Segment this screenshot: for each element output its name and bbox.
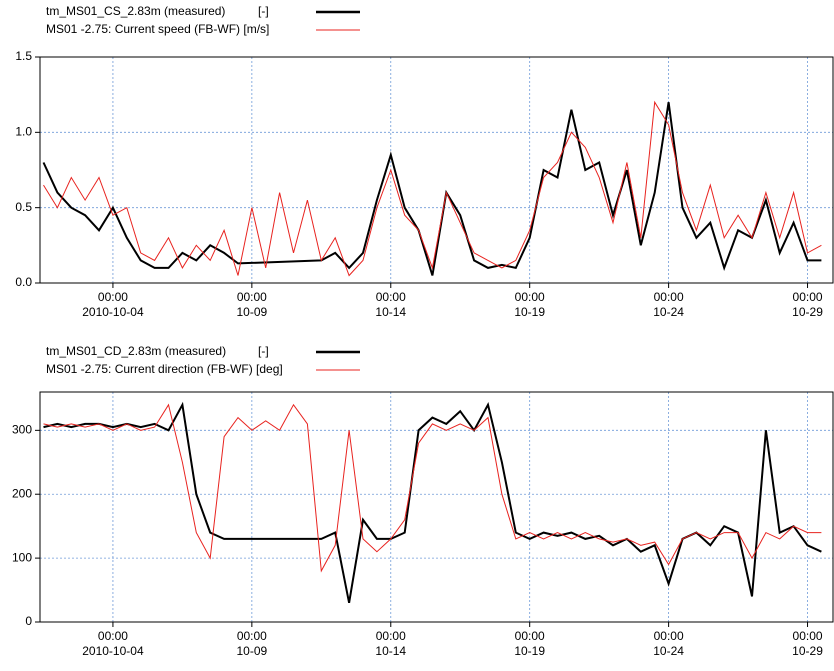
x-tick-label: 2010-10-04: [82, 305, 144, 319]
y-tick-label: 0: [25, 614, 32, 628]
x-tick-label: 00:00: [793, 290, 823, 304]
x-tick-label: 10-09: [237, 644, 268, 658]
x-tick-label: 00:00: [98, 290, 128, 304]
series-line: [43, 100, 822, 277]
x-tick-label: 00:00: [98, 629, 128, 643]
plot-frame: [39, 391, 834, 623]
x-tick-label: 00:00: [515, 629, 545, 643]
series-line: [43, 403, 822, 573]
x-tick-label: 00:00: [515, 290, 545, 304]
x-tick-label: 10-24: [653, 305, 684, 319]
x-tick-label: 10-29: [792, 644, 823, 658]
series-line: [43, 401, 822, 603]
plot-area: [42, 100, 822, 277]
legend-unit: [-]: [258, 344, 269, 358]
x-tick-label: 10-14: [375, 644, 406, 658]
x-tick-label: 10-19: [514, 305, 545, 319]
legend-label: tm_MS01_CD_2.83m (measured): [46, 344, 226, 358]
x-tick-label: 10-19: [514, 644, 545, 658]
y-tick-label: 0.0: [15, 275, 32, 289]
y-tick-label: 0.5: [15, 200, 32, 214]
legend-label: MS01 -2.75: Current speed (FB-WF) [m/s]: [46, 22, 269, 36]
x-tick-label: 10-29: [792, 305, 823, 319]
y-tick-label: 300: [12, 423, 32, 437]
x-tick-label: 00:00: [793, 629, 823, 643]
legend-label: tm_MS01_CS_2.83m (measured): [46, 4, 225, 18]
plot-frame: [39, 56, 834, 284]
x-tick-label: 2010-10-04: [82, 644, 144, 658]
x-tick-label: 00:00: [376, 629, 406, 643]
y-tick-label: 100: [12, 550, 32, 564]
y-tick-label: 1.5: [15, 49, 32, 63]
x-tick-label: 00:00: [237, 629, 267, 643]
legend-label: MS01 -2.75: Current direction (FB-WF) [d…: [46, 362, 283, 376]
x-tick-label: 10-09: [237, 305, 268, 319]
x-tick-label: 00:00: [654, 629, 684, 643]
x-tick-label: 10-24: [653, 644, 684, 658]
legend-unit: [-]: [258, 4, 269, 18]
plot-area: [43, 401, 822, 603]
x-tick-label: 00:00: [376, 290, 406, 304]
x-tick-label: 00:00: [237, 290, 267, 304]
y-tick-label: 200: [12, 486, 32, 500]
x-tick-label: 10-14: [375, 305, 406, 319]
x-tick-label: 00:00: [654, 290, 684, 304]
y-tick-label: 1.0: [15, 125, 32, 139]
series-line: [42, 102, 822, 276]
